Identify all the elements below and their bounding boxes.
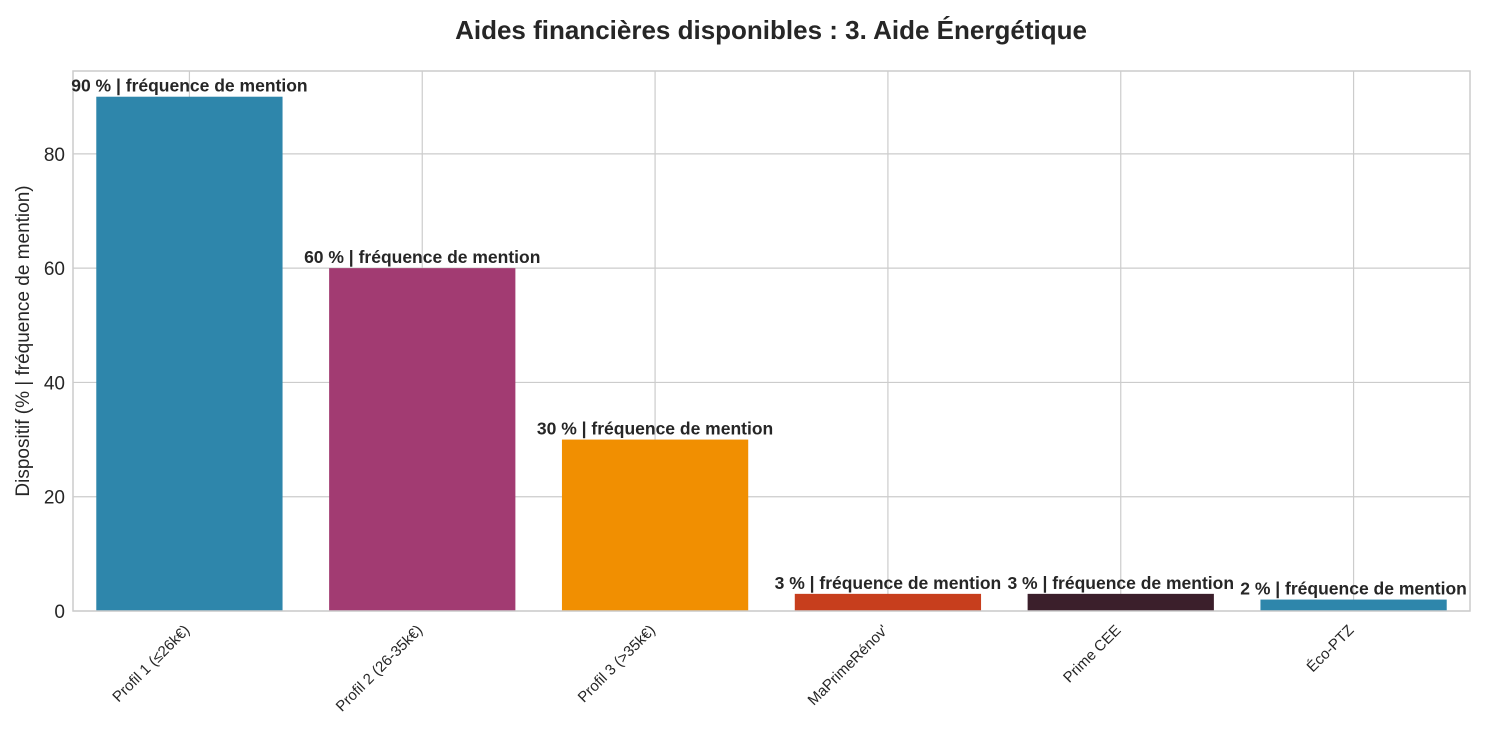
y-axis-label: Dispositif (% | fréquence de mention): [13, 185, 34, 496]
bar-4: [1027, 593, 1214, 611]
y-tick-label-1: 20: [44, 488, 65, 509]
x-tick-label-3: MaPrimeRénov': [805, 622, 892, 709]
plot-frame: [72, 70, 1471, 612]
bar-value-label-1: 60 % | fréquence de mention: [304, 247, 540, 267]
y-tick-label-4: 80: [44, 145, 65, 166]
bar-value-labels: 90 % | fréquence de mention 60 % | fréque…: [71, 76, 1467, 599]
bar-value-label-4: 3 % | fréquence de mention: [1007, 573, 1234, 593]
y-tick-label-0: 0: [54, 602, 65, 623]
chart-title: Aides financières disponibles : 3. Aide …: [455, 15, 1087, 45]
x-tick-label-0: Profil 1 (≤26k€): [109, 622, 193, 706]
y-tick-label-3: 60: [44, 259, 65, 280]
bar-3: [794, 593, 982, 611]
bars: [96, 96, 1447, 611]
x-tick-label-2: Profil 3 (>35k€): [575, 622, 659, 706]
bar-5: [1260, 599, 1447, 611]
x-tick-label-4: Prime CEE: [1060, 622, 1124, 686]
bar-2: [561, 439, 749, 611]
bar-0: [96, 96, 283, 611]
y-tick-label-2: 40: [44, 373, 65, 394]
y-axis-ticks: 0 20 40 60 80: [44, 145, 65, 623]
x-tick-label-1: Profil 2 (26-35k€): [333, 622, 426, 715]
bar-value-label-5: 2 % | fréquence de mention: [1240, 579, 1467, 599]
bar-value-label-2: 30 % | fréquence de mention: [537, 419, 773, 439]
bar-1: [329, 268, 516, 611]
bar-value-label-0: 90 % | fréquence de mention: [71, 76, 307, 96]
bar-value-label-3: 3 % | fréquence de mention: [775, 573, 1002, 593]
x-axis-ticks: Profil 1 (≤26k€) Profil 2 (26-35k€) Profil…: [109, 622, 1357, 715]
x-tick-label-5: Éco-PTZ: [1304, 622, 1358, 676]
